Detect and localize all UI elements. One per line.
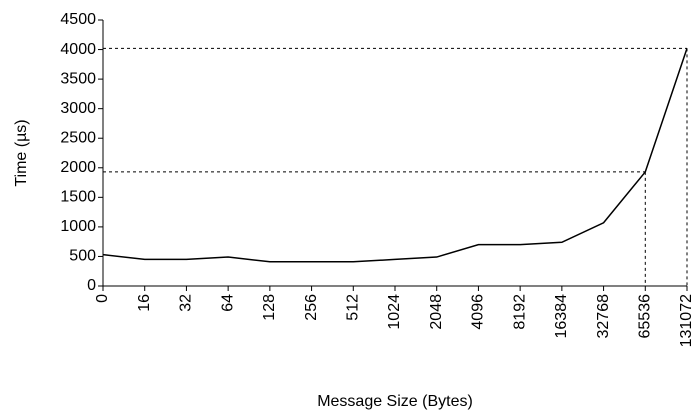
y-tick-label: 4500 [60,11,96,28]
y-tick-label: 2500 [60,129,96,146]
y-tick-label: 500 [69,248,96,265]
y-tick-label: 3000 [60,100,96,117]
x-tick-label: 2048 [428,294,445,330]
x-tick-label: 8192 [511,294,528,330]
x-tick-label: 1024 [386,294,403,330]
y-tick-label: 0 [87,277,96,294]
x-tick-label: 512 [345,294,362,321]
y-tick-label: 1000 [60,218,96,235]
x-tick-label: 131072 [678,294,695,347]
x-tick-label: 0 [94,294,111,303]
x-tick-label: 16384 [553,294,570,339]
x-tick-label: 32768 [595,294,612,339]
x-tick-label: 65536 [637,294,654,339]
x-tick-label: 256 [303,294,320,321]
x-tick-label: 16 [136,294,153,312]
x-tick-label: 32 [178,294,195,312]
series-line [102,48,688,263]
x-tick-label: 128 [261,294,278,321]
x-tick-label: 64 [219,294,236,312]
x-axis-title: Message Size (Bytes) [317,393,473,410]
y-tick-label: 1500 [60,189,96,206]
y-tick-label: 3500 [60,70,96,87]
y-axis-title: Time (µs) [13,119,30,186]
x-tick-label: 4096 [470,294,487,330]
y-tick-label: 2000 [60,159,96,176]
y-tick-label: 4000 [60,41,96,58]
